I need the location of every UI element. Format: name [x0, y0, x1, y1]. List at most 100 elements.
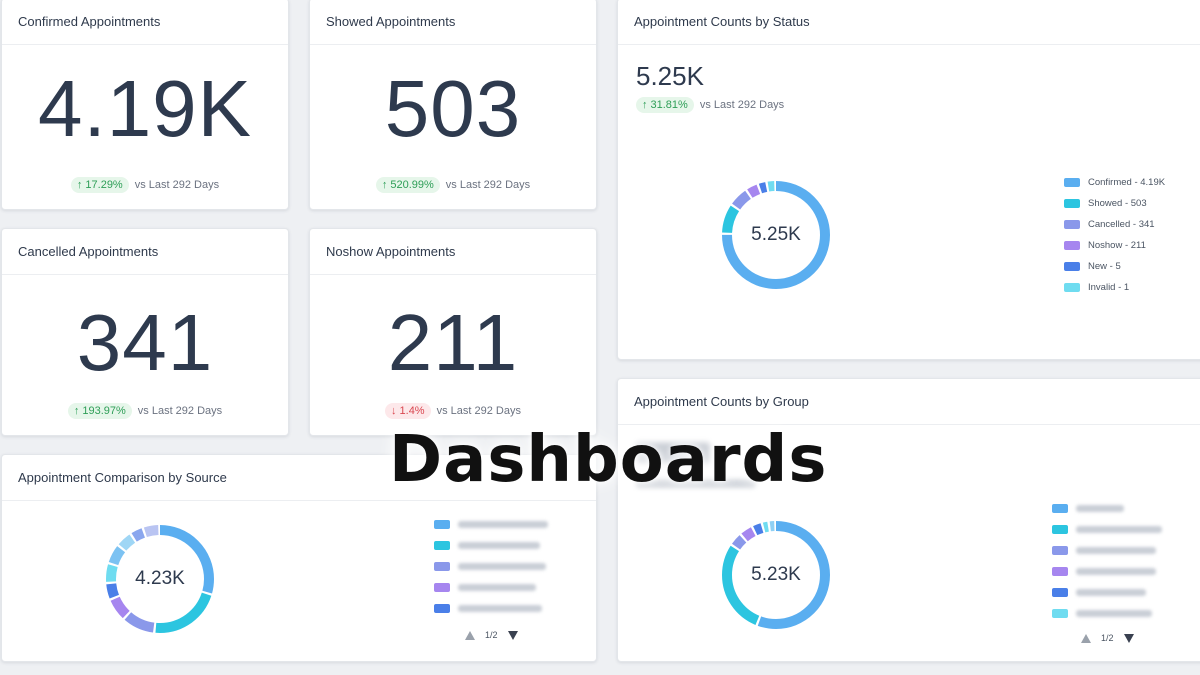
legend-swatch	[1052, 504, 1068, 513]
legend-item[interactable]: Invalid - 1	[1064, 277, 1165, 298]
legend-item[interactable]	[434, 535, 548, 556]
trend-badge: ↓ 1.4%	[385, 403, 431, 419]
legend-label: Showed - 503	[1088, 198, 1147, 209]
stat-trend: ↓ 1.4% vs Last 292 Days	[310, 403, 596, 419]
legend-item[interactable]	[1052, 561, 1162, 582]
legend-item[interactable]	[1052, 498, 1162, 519]
legend-item[interactable]	[1052, 519, 1162, 540]
legend-label-blurred	[1076, 589, 1146, 596]
source-chart-card: Appointment Comparison by Source 4.23K 1…	[1, 454, 597, 662]
status-donut: 5.25K	[718, 177, 834, 293]
trend-comparison: vs Last 292 Days	[436, 405, 521, 417]
previous-page-icon[interactable]	[1081, 633, 1091, 643]
card-title: Appointment Comparison by Source	[2, 455, 596, 501]
trend-badge: ↑ 17.29%	[70, 177, 129, 193]
legend-swatch	[1064, 262, 1080, 271]
source-legend	[434, 514, 548, 619]
donut-center-value: 4.23K	[135, 568, 185, 589]
legend-label: Invalid - 1	[1088, 282, 1130, 293]
trend-badge: ↑ 31.81%	[636, 97, 694, 113]
stat-value: 4.19K	[37, 64, 253, 153]
legend-item[interactable]: Noshow - 211	[1064, 235, 1165, 256]
legend-item[interactable]: Cancelled - 341	[1064, 214, 1165, 235]
overlay-heading: Dashboards	[389, 423, 828, 497]
trend-change: 31.81%	[650, 99, 688, 111]
trend-change: 1.4%	[399, 405, 425, 417]
legend-item[interactable]	[1052, 582, 1162, 603]
stat-trend: ↑ 193.97% vs Last 292 Days	[2, 403, 288, 419]
card-title: Appointment Counts by Status	[618, 0, 1200, 45]
card-title: Confirmed Appointments	[2, 0, 288, 45]
total-value: 5.25K	[636, 61, 704, 91]
blurred-trend	[636, 479, 756, 488]
stat-trend: ↑ 520.99% vs Last 292 Days	[310, 177, 596, 193]
noshow-appointments-card: Noshow Appointments 211 ↓ 1.4% vs Last 29…	[309, 228, 597, 436]
legend-label-blurred	[1076, 568, 1156, 575]
legend-item[interactable]: Showed - 503	[1064, 193, 1165, 214]
legend-label: Confirmed - 4.19K	[1088, 177, 1166, 188]
legend-item[interactable]	[434, 598, 548, 619]
stat-value: 211	[387, 298, 519, 387]
trend-change: 193.97%	[82, 405, 126, 417]
card-title: Cancelled Appointments	[2, 229, 288, 275]
donut-segment[interactable]	[106, 525, 214, 633]
previous-page-icon[interactable]	[465, 630, 475, 640]
trend-comparison: vs Last 292 Days	[134, 179, 220, 191]
legend-label-blurred	[458, 521, 548, 528]
legend-pager: 1/2	[1081, 633, 1134, 643]
donut-chart	[722, 181, 830, 289]
legend-item[interactable]	[1052, 603, 1162, 624]
donut-center-value: 5.25K	[751, 224, 801, 245]
legend-swatch	[1064, 220, 1080, 229]
status-chart-card: Appointment Counts by Status 5.25K ↑ 31.8…	[617, 0, 1200, 360]
blurred-total	[636, 443, 710, 463]
legend-item[interactable]	[434, 577, 548, 598]
card-title: Showed Appointments	[310, 0, 596, 45]
legend-label-blurred	[1076, 547, 1156, 554]
group-legend	[1052, 498, 1162, 624]
legend-swatch	[434, 562, 450, 571]
trend-badge: ↑ 520.99%	[375, 177, 440, 193]
arrow-up-icon: ↑	[76, 179, 83, 191]
donut-chart	[722, 521, 830, 629]
cancelled-appointments-card: Cancelled Appointments 341 ↑ 193.97% vs L…	[1, 228, 289, 436]
confirmed-appointments-card: Confirmed Appointments 4.19K ↑ 17.29% vs …	[1, 0, 289, 210]
legend-item[interactable]	[1052, 540, 1162, 561]
donut-center-value: 5.23K	[751, 564, 801, 585]
legend-item[interactable]	[434, 514, 548, 535]
stat-trend: ↑ 17.29% vs Last 292 Days	[2, 177, 288, 193]
legend-label: Noshow - 211	[1088, 240, 1146, 251]
legend-swatch	[1064, 241, 1080, 250]
group-donut: 5.23K	[718, 517, 834, 633]
donut-segment[interactable]	[722, 181, 830, 289]
legend-label-blurred	[458, 584, 536, 591]
legend-swatch	[1052, 525, 1068, 534]
donut-segment[interactable]	[722, 521, 830, 629]
legend-swatch	[1064, 178, 1080, 187]
arrow-up-icon: ↑	[642, 99, 648, 111]
legend-item[interactable]: Confirmed - 4.19K	[1064, 172, 1165, 193]
card-title: Noshow Appointments	[310, 229, 596, 275]
legend-swatch	[1052, 609, 1068, 618]
legend-item[interactable]	[434, 556, 548, 577]
next-page-icon[interactable]	[507, 630, 518, 640]
arrow-up-icon: ↑	[73, 405, 80, 417]
legend-pager: 1/2	[465, 630, 518, 640]
legend-swatch	[1052, 546, 1068, 555]
stat-value: 341	[76, 298, 214, 387]
donut-segment[interactable]	[722, 521, 830, 629]
legend-label: New - 5	[1088, 261, 1121, 272]
trend-badge: ↑ 193.97%	[67, 403, 132, 419]
legend-label-blurred	[458, 563, 546, 570]
donut-segment[interactable]	[106, 525, 214, 633]
trend-comparison: vs Last 292 Days	[699, 99, 785, 111]
donut-segment[interactable]	[106, 525, 214, 633]
next-page-icon[interactable]	[1123, 633, 1134, 643]
trend-comparison: vs Last 292 Days	[137, 405, 223, 417]
trend-comparison: vs Last 292 Days	[445, 179, 531, 191]
status-legend: Confirmed - 4.19K Showed - 503 Cancelled -…	[1064, 172, 1165, 298]
legend-item[interactable]: New - 5	[1064, 256, 1165, 277]
legend-label-blurred	[458, 605, 542, 612]
legend-swatch	[434, 541, 450, 550]
legend-label-blurred	[458, 542, 540, 549]
